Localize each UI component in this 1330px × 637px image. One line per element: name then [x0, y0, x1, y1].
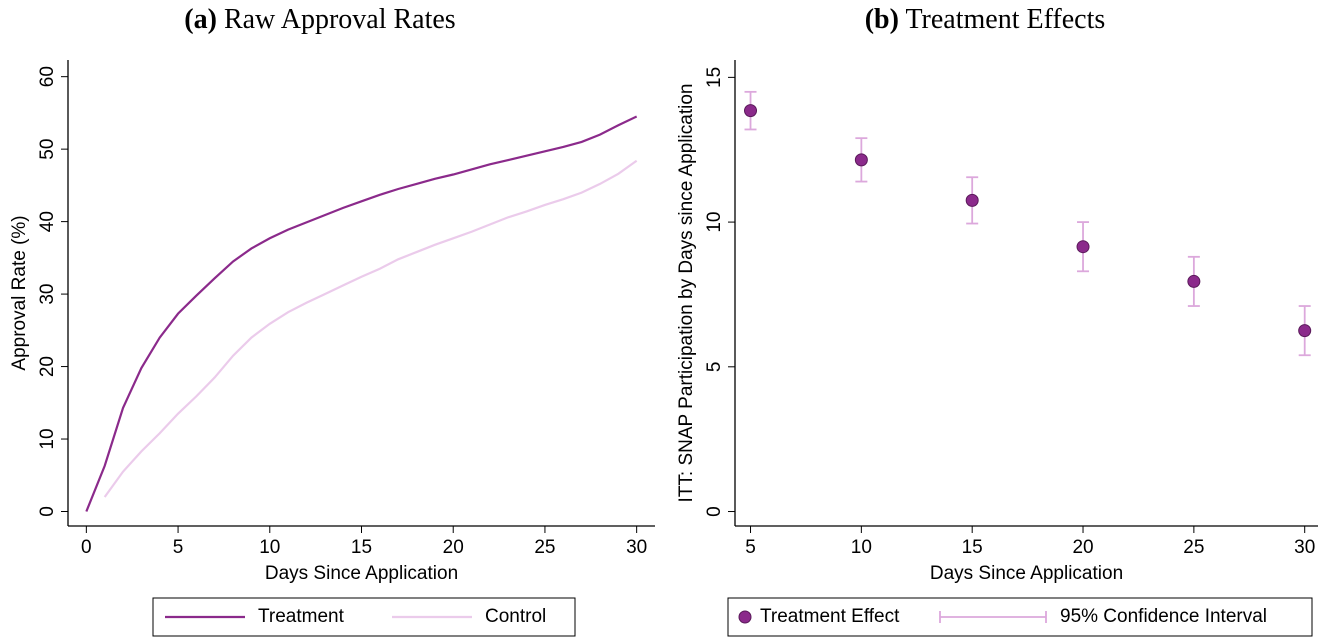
y-tick-label: 50 [37, 139, 58, 160]
point [1298, 324, 1312, 338]
y-tick-label: 10 [37, 428, 58, 449]
y-tick-label: 10 [704, 212, 725, 233]
x-axis-title: Days Since Application [930, 563, 1123, 584]
x-tick-label: 30 [626, 537, 647, 558]
x-tick-label: 25 [1183, 537, 1204, 558]
chart-title: (a) Raw Approval Rates [184, 4, 455, 35]
series-line [103, 159, 638, 498]
y-axis-title: ITT: SNAP Participation by Days since Ap… [676, 84, 697, 503]
x-tick-label: 0 [81, 537, 92, 558]
legend-box [152, 597, 576, 637]
x-tick-label: 5 [173, 537, 184, 558]
x-tick-label: 5 [745, 537, 756, 558]
chart-title: (b) Treatment Effects [865, 4, 1106, 35]
y-axis-title: Approval Rate (%) [9, 215, 30, 370]
y-tick-label: 0 [37, 506, 58, 517]
panel-label: (a) [184, 4, 217, 35]
x-tick-label: 15 [962, 537, 983, 558]
panel-label: (b) [865, 4, 899, 35]
x-tick-label: 15 [351, 537, 372, 558]
point [1076, 240, 1090, 254]
x-tick-label: 20 [443, 537, 464, 558]
y-tick-label: 40 [37, 211, 58, 232]
y-tick-label: 60 [37, 66, 58, 87]
x-axis-title: Days Since Application [265, 563, 458, 584]
title-text: Treatment Effects [905, 4, 1105, 35]
y-tick-label: 20 [37, 356, 58, 377]
y-tick-label: 5 [704, 362, 725, 373]
legend-box [727, 597, 1313, 637]
y-tick-label: 0 [704, 506, 725, 517]
legend-swatch [738, 610, 752, 624]
y-tick-label: 15 [704, 67, 725, 88]
x-tick-label: 30 [1294, 537, 1315, 558]
point [744, 104, 758, 118]
x-tick-label: 10 [851, 537, 872, 558]
point [1187, 274, 1201, 288]
x-tick-label: 25 [534, 537, 555, 558]
series-line [85, 115, 638, 512]
title-text: Raw Approval Rates [224, 4, 456, 35]
y-tick-label: 30 [37, 284, 58, 305]
x-tick-label: 20 [1072, 537, 1093, 558]
point [854, 153, 868, 167]
x-tick-label: 10 [259, 537, 280, 558]
legend-label: Treatment [258, 606, 345, 627]
legend-label: Control [485, 606, 546, 627]
legend-label: 95% Confidence Interval [1060, 606, 1267, 627]
legend-label: Treatment Effect [760, 606, 900, 627]
point [965, 193, 979, 207]
